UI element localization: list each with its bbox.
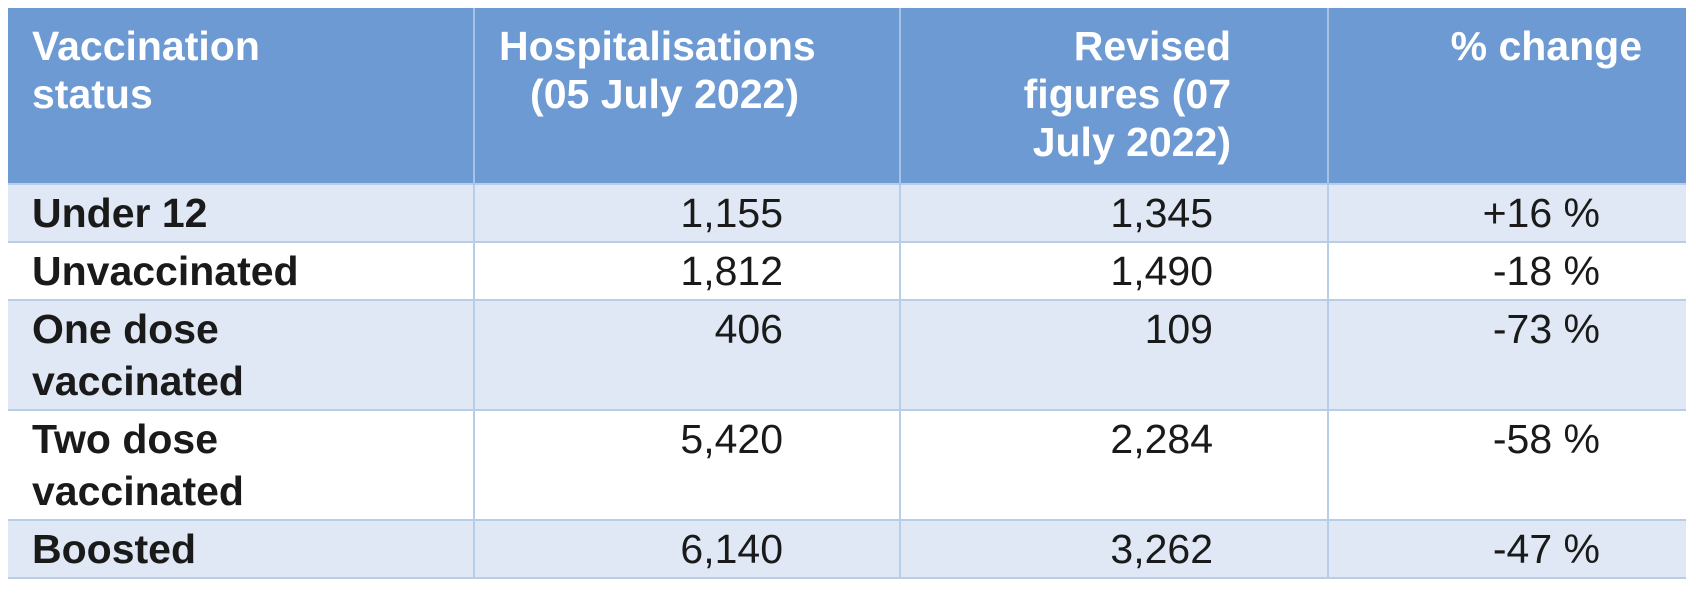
- header-rev-line: figures (07: [1023, 71, 1231, 117]
- cell-vaccination-status: Two dose vaccinated: [8, 409, 475, 520]
- cell-percent-change: -73 %: [1328, 299, 1686, 410]
- cell-revised-figures: 1,345: [900, 183, 1329, 242]
- header-change-label: % change: [1450, 23, 1642, 69]
- table-row: One dose vaccinated 406 109 -73 %: [8, 299, 1686, 410]
- header-rev-line: Revised: [1073, 23, 1231, 69]
- table-row: Two dose vaccinated 5,420 2,284 -58 %: [8, 409, 1686, 520]
- cell-vaccination-status: Under 12: [8, 183, 475, 242]
- cell-hospitalisations: 1,155: [474, 183, 901, 242]
- header-status-line: Vaccination: [32, 23, 260, 69]
- header-vaccination-status: Vaccination status: [8, 8, 475, 184]
- cell-percent-change: +16 %: [1328, 183, 1686, 242]
- cell-vaccination-status: Unvaccinated: [8, 241, 475, 300]
- cell-hospitalisations: 1,812: [474, 241, 901, 300]
- status-text: Unvaccinated: [32, 248, 299, 294]
- header-hosp-line: Hospitalisations: [499, 23, 816, 69]
- table-row: Boosted 6,140 3,262 -47 %: [8, 519, 1686, 579]
- cell-hospitalisations: 6,140: [474, 519, 901, 579]
- status-text: vaccinated: [32, 358, 244, 404]
- status-text: One dose: [32, 306, 219, 352]
- status-text: Under 12: [32, 190, 208, 236]
- cell-percent-change: -18 %: [1328, 241, 1686, 300]
- header-hospitalisations: Hospitalisations (05 July 2022): [474, 8, 901, 184]
- status-text: Boosted: [32, 526, 196, 572]
- table-row: Unvaccinated 1,812 1,490 -18 %: [8, 241, 1686, 300]
- header-row: Vaccination status Hospitalisations (05 …: [8, 8, 1686, 184]
- cell-hospitalisations: 5,420: [474, 409, 901, 520]
- cell-hospitalisations: 406: [474, 299, 901, 410]
- cell-vaccination-status: One dose vaccinated: [8, 299, 475, 410]
- cell-vaccination-status: Boosted: [8, 519, 475, 579]
- cell-percent-change: -58 %: [1328, 409, 1686, 520]
- cell-percent-change: -47 %: [1328, 519, 1686, 579]
- header-status-line: status: [32, 71, 153, 117]
- header-revised-figures: Revised figures (07 July 2022): [900, 8, 1329, 184]
- status-text: vaccinated: [32, 468, 244, 514]
- header-rev-line: July 2022): [1032, 119, 1231, 165]
- cell-revised-figures: 2,284: [900, 409, 1329, 520]
- header-percent-change: % change: [1328, 8, 1686, 184]
- cell-revised-figures: 3,262: [900, 519, 1329, 579]
- table-header: Vaccination status Hospitalisations (05 …: [8, 8, 1686, 184]
- table-row: Under 12 1,155 1,345 +16 %: [8, 183, 1686, 242]
- header-hosp-line: (05 July 2022): [530, 71, 799, 117]
- cell-revised-figures: 1,490: [900, 241, 1329, 300]
- status-text: Two dose: [32, 416, 219, 462]
- hospitalisations-table: Vaccination status Hospitalisations (05 …: [8, 8, 1686, 579]
- cell-revised-figures: 109: [900, 299, 1329, 410]
- table-body: Under 12 1,155 1,345 +16 % Unvaccinated 1,812…: [8, 183, 1686, 579]
